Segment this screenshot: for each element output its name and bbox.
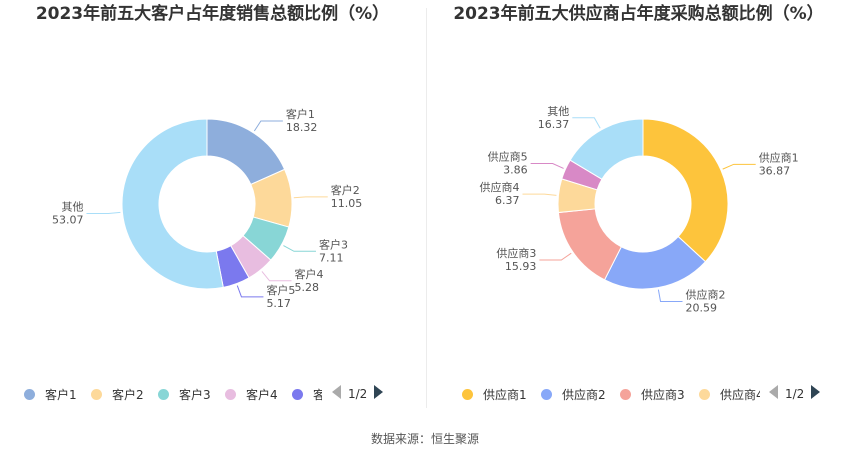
leader-line-3: [539, 252, 572, 261]
legend-item-customer-5[interactable]: 客: [292, 386, 322, 403]
slice-value-2: 20.59: [686, 301, 718, 314]
legend-dot: [158, 389, 169, 400]
donut-slice-1[interactable]: [642, 118, 729, 263]
customer-legend: 客户1 客户2 客户3 客户4 客 1/2: [0, 384, 425, 404]
slice-label-1: 客户1: [286, 107, 315, 121]
leader-line-2: [293, 196, 328, 199]
slice-label-4: 客户4: [295, 267, 324, 281]
slice-value-2: 11.05: [331, 197, 363, 210]
customer-legend-pager: 1/2: [332, 385, 384, 401]
legend-item-supplier-2[interactable]: 供应商2: [541, 386, 606, 403]
slice-label-6: 其他: [61, 201, 83, 214]
legend-label: 供应商4: [720, 388, 760, 402]
slice-label-5: 客户5: [266, 283, 295, 297]
legend-item-customer-1[interactable]: 客户1: [24, 386, 77, 403]
slice-value-5: 5.17: [266, 297, 291, 310]
legend-item-customer-3[interactable]: 客户3: [158, 386, 211, 403]
legend-label: 客户2: [112, 388, 144, 402]
legend-dot: [225, 389, 236, 400]
legend-item-supplier-4[interactable]: 供应商4: [699, 386, 760, 403]
legend-label: 客户1: [45, 388, 77, 402]
slice-value-6: 16.37: [538, 118, 570, 131]
next-page-icon[interactable]: [811, 385, 821, 399]
slice-value-1: 18.32: [286, 121, 318, 134]
slice-value-4: 6.37: [495, 194, 520, 207]
supplier-legend-pager: 1/2: [769, 385, 821, 401]
legend-dot: [462, 389, 473, 400]
slice-value-5: 3.86: [503, 164, 527, 177]
customer-chart-title: 2023年前五大客户占年度销售总额比例（%）: [35, 4, 390, 24]
leader-line-6: [572, 117, 601, 129]
legend-item-supplier-3[interactable]: 供应商3: [620, 386, 685, 403]
donut-slice-6[interactable]: [569, 118, 644, 180]
leader-line-4: [522, 193, 557, 196]
legend-dot: [292, 389, 303, 400]
legend-label: 客户3: [179, 388, 211, 402]
donut-slice-6[interactable]: [121, 118, 224, 290]
leader-line-4: [261, 271, 292, 282]
leader-line-5: [236, 285, 264, 298]
legend-page-indicator: 1/2: [348, 387, 368, 401]
legend-dot: [24, 389, 35, 400]
slice-value-6: 53.07: [52, 214, 84, 227]
legend-dot: [699, 389, 710, 400]
slice-label-6: 其他: [547, 105, 569, 118]
legend-label: 供应商1: [483, 388, 527, 402]
slice-label-4: 供应商4: [479, 180, 519, 194]
slice-value-1: 36.87: [759, 164, 791, 177]
legend-page-indicator: 1/2: [785, 387, 805, 401]
leader-line-6: [86, 211, 121, 215]
panel-divider: [426, 8, 427, 408]
supplier-chart-panel: 2023年前五大供应商占年度采购总额比例（%） 供应商1 36.87 供应商2 20.…: [427, 0, 850, 410]
customer-chart-panel: 2023年前五大客户占年度销售总额比例（%） 客户1 18.32 客户2 11.05 客…: [0, 0, 425, 410]
slice-value-3: 15.93: [505, 260, 537, 273]
legend-label: 供应商3: [641, 388, 685, 402]
prev-page-icon[interactable]: [332, 385, 341, 399]
data-source-note: 数据来源：恒生聚源: [370, 432, 479, 446]
slice-value-3: 7.11: [319, 251, 344, 264]
legend-dot: [620, 389, 631, 400]
leader-line-5: [530, 163, 564, 169]
legend-item-customer-2[interactable]: 客户2: [91, 386, 144, 403]
prev-page-icon[interactable]: [769, 385, 778, 399]
slice-label-2: 供应商2: [686, 287, 726, 301]
slice-label-1: 供应商1: [759, 150, 799, 164]
next-page-icon[interactable]: [374, 385, 384, 399]
legend-dot: [541, 389, 552, 400]
leader-line-2: [657, 289, 683, 302]
legend-label: 供应商2: [562, 388, 606, 402]
slice-value-4: 5.28: [295, 281, 320, 294]
slice-label-3: 客户3: [319, 237, 348, 251]
legend-item-supplier-1[interactable]: 供应商1: [462, 386, 527, 403]
legend-label: 客: [313, 388, 322, 402]
legend-label: 客户4: [246, 388, 278, 402]
legend-dot: [91, 389, 102, 400]
slice-label-5: 供应商5: [488, 150, 528, 164]
leader-line-1: [722, 163, 756, 170]
supplier-legend: 供应商1 供应商2 供应商3 供应商4 1/2: [427, 384, 850, 404]
leader-line-1: [253, 120, 283, 132]
supplier-chart-title: 2023年前五大供应商占年度采购总额比例（%）: [453, 4, 824, 24]
leader-line-3: [283, 245, 316, 252]
slice-label-3: 供应商3: [496, 246, 536, 260]
slice-label-2: 客户2: [331, 183, 360, 197]
legend-item-customer-4[interactable]: 客户4: [225, 386, 278, 403]
